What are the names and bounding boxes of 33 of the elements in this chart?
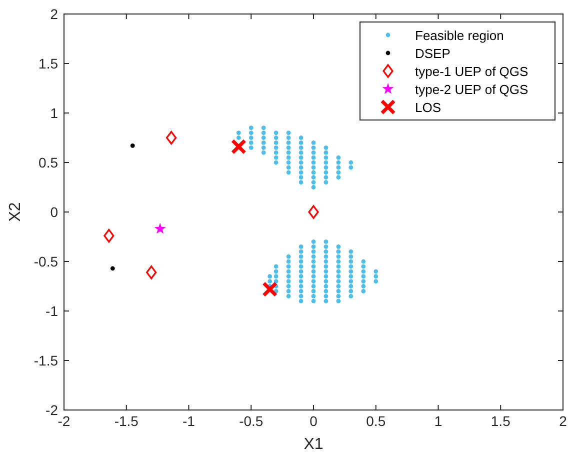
y-tick-label: 0.5 [38,154,58,170]
point [110,266,115,271]
y-tick-label: -1.5 [34,352,58,368]
legend-label: type-2 UEP of QGS [415,82,529,97]
point [154,222,166,234]
point [166,130,177,145]
y-tick-label: -2 [46,402,58,418]
point [230,138,246,154]
point [146,266,157,280]
x-tick-label: -1 [182,413,196,429]
point [262,281,278,297]
x-tick-label: 1 [434,413,442,429]
legend-label: type-1 UEP of QGS [415,64,529,79]
legend-label: DSEP [415,46,450,61]
y-tick-label: 1.5 [38,56,58,72]
y-tick-label: -0.5 [34,254,58,270]
x-axis-title: X1 [304,436,324,453]
y-tick-label: 2 [50,6,58,22]
y-axis-title: X2 [7,202,24,222]
point [308,205,319,219]
x-tick-label: -1.5 [114,413,139,429]
x-tick-label: 1.5 [490,413,511,429]
point [104,228,114,243]
legend-label: LOS [415,100,442,115]
y-tick-label: 1 [50,105,58,121]
y-tick-label: 0 [50,204,58,220]
x-tick-label: -0.5 [239,413,264,429]
y-tick-label: -1 [46,303,58,319]
legend-label: Feasible region [415,28,504,43]
x-tick-label: 0 [310,413,318,429]
point [130,143,135,148]
x-tick-label: 0.5 [366,413,386,429]
x-tick-label: 2 [559,413,568,429]
